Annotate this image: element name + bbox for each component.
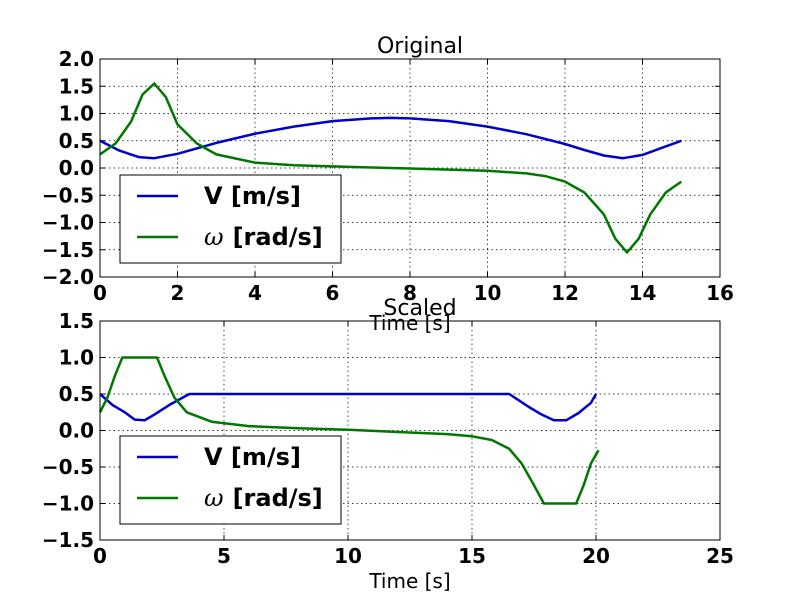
legend-box xyxy=(119,435,342,525)
y-tick-label: 0.5 xyxy=(59,129,94,153)
y-tick-label: −1.0 xyxy=(42,211,94,235)
x-tick-label: 4 xyxy=(248,281,262,305)
plot-frame xyxy=(99,320,721,541)
x-tick-label: 14 xyxy=(629,281,657,305)
legend-symbol: ω xyxy=(204,484,224,512)
y-tick-label: 1.0 xyxy=(59,102,94,126)
series-line-v xyxy=(99,116,682,160)
x-axis-label: Time [s] xyxy=(368,311,450,335)
legend-box xyxy=(119,174,342,264)
y-tick-label: 2.0 xyxy=(59,47,94,71)
y-tick-label: 1.0 xyxy=(59,346,94,370)
series-line-omega xyxy=(98,356,600,505)
original-subplot: Time [s] 0 2 4 6 8 10 12 14 16 2.0 1.5 1.0 0.5 0.0 −0.5… xyxy=(42,34,734,335)
series-line-omega xyxy=(99,82,683,254)
legend: V [m/s] ω [rad/s] xyxy=(119,174,342,264)
x-tick-label: 5 xyxy=(217,544,231,568)
y-tick-label: −1.5 xyxy=(42,238,94,262)
y-tick-label: 1.5 xyxy=(59,74,94,98)
x-tick-label: 12 xyxy=(551,281,579,305)
x-tick-label: 8 xyxy=(403,281,417,305)
x-tick-label: 16 xyxy=(706,281,734,305)
y-tick-label: 1.5 xyxy=(59,309,94,333)
legend-symbol: ω xyxy=(204,223,224,251)
y-tick-label: 0.5 xyxy=(59,382,94,406)
legend: V [m/s] ω [rad/s] xyxy=(119,435,342,525)
legend-label: V [m/s] xyxy=(204,443,301,471)
legend-text: [rad/s] xyxy=(233,223,323,251)
y-tick-label: −0.5 xyxy=(42,183,94,207)
legend-label: ω [rad/s] xyxy=(204,484,323,512)
legend-label: ω [rad/s] xyxy=(204,223,323,251)
y-tick-label: 0.0 xyxy=(59,419,94,443)
chart-title: Original xyxy=(377,34,463,59)
y-tick-label: −0.5 xyxy=(42,455,94,479)
y-tick-label: −2.0 xyxy=(42,265,94,289)
y-tick-label: 0.0 xyxy=(59,156,94,180)
y-tick-label: −1.5 xyxy=(42,528,94,552)
x-tick-label: 10 xyxy=(474,281,502,305)
x-tick-label: 15 xyxy=(458,544,486,568)
x-axis-label: Time [s] xyxy=(368,569,450,593)
x-tick-label: 25 xyxy=(706,544,734,568)
series-line-v xyxy=(99,392,598,422)
x-tick-label: 6 xyxy=(326,281,340,305)
x-tick-label: 20 xyxy=(582,544,610,568)
chart-title: Scaled xyxy=(383,296,456,321)
x-tick-label: 0 xyxy=(93,544,107,568)
x-tick-label: 0 xyxy=(93,281,107,305)
legend-text: [rad/s] xyxy=(233,484,323,512)
x-tick-label: 2 xyxy=(171,281,185,305)
legend-label: V [m/s] xyxy=(204,182,301,210)
x-tick-label: 10 xyxy=(334,544,362,568)
plot-frame xyxy=(99,58,721,278)
y-tick-label: −1.0 xyxy=(42,492,94,516)
scaled-subplot: Time [s] 0 5 10 15 20 25 1.5 1.0 0.5 0.0 −0.5 −1.0 −1… xyxy=(42,296,734,593)
